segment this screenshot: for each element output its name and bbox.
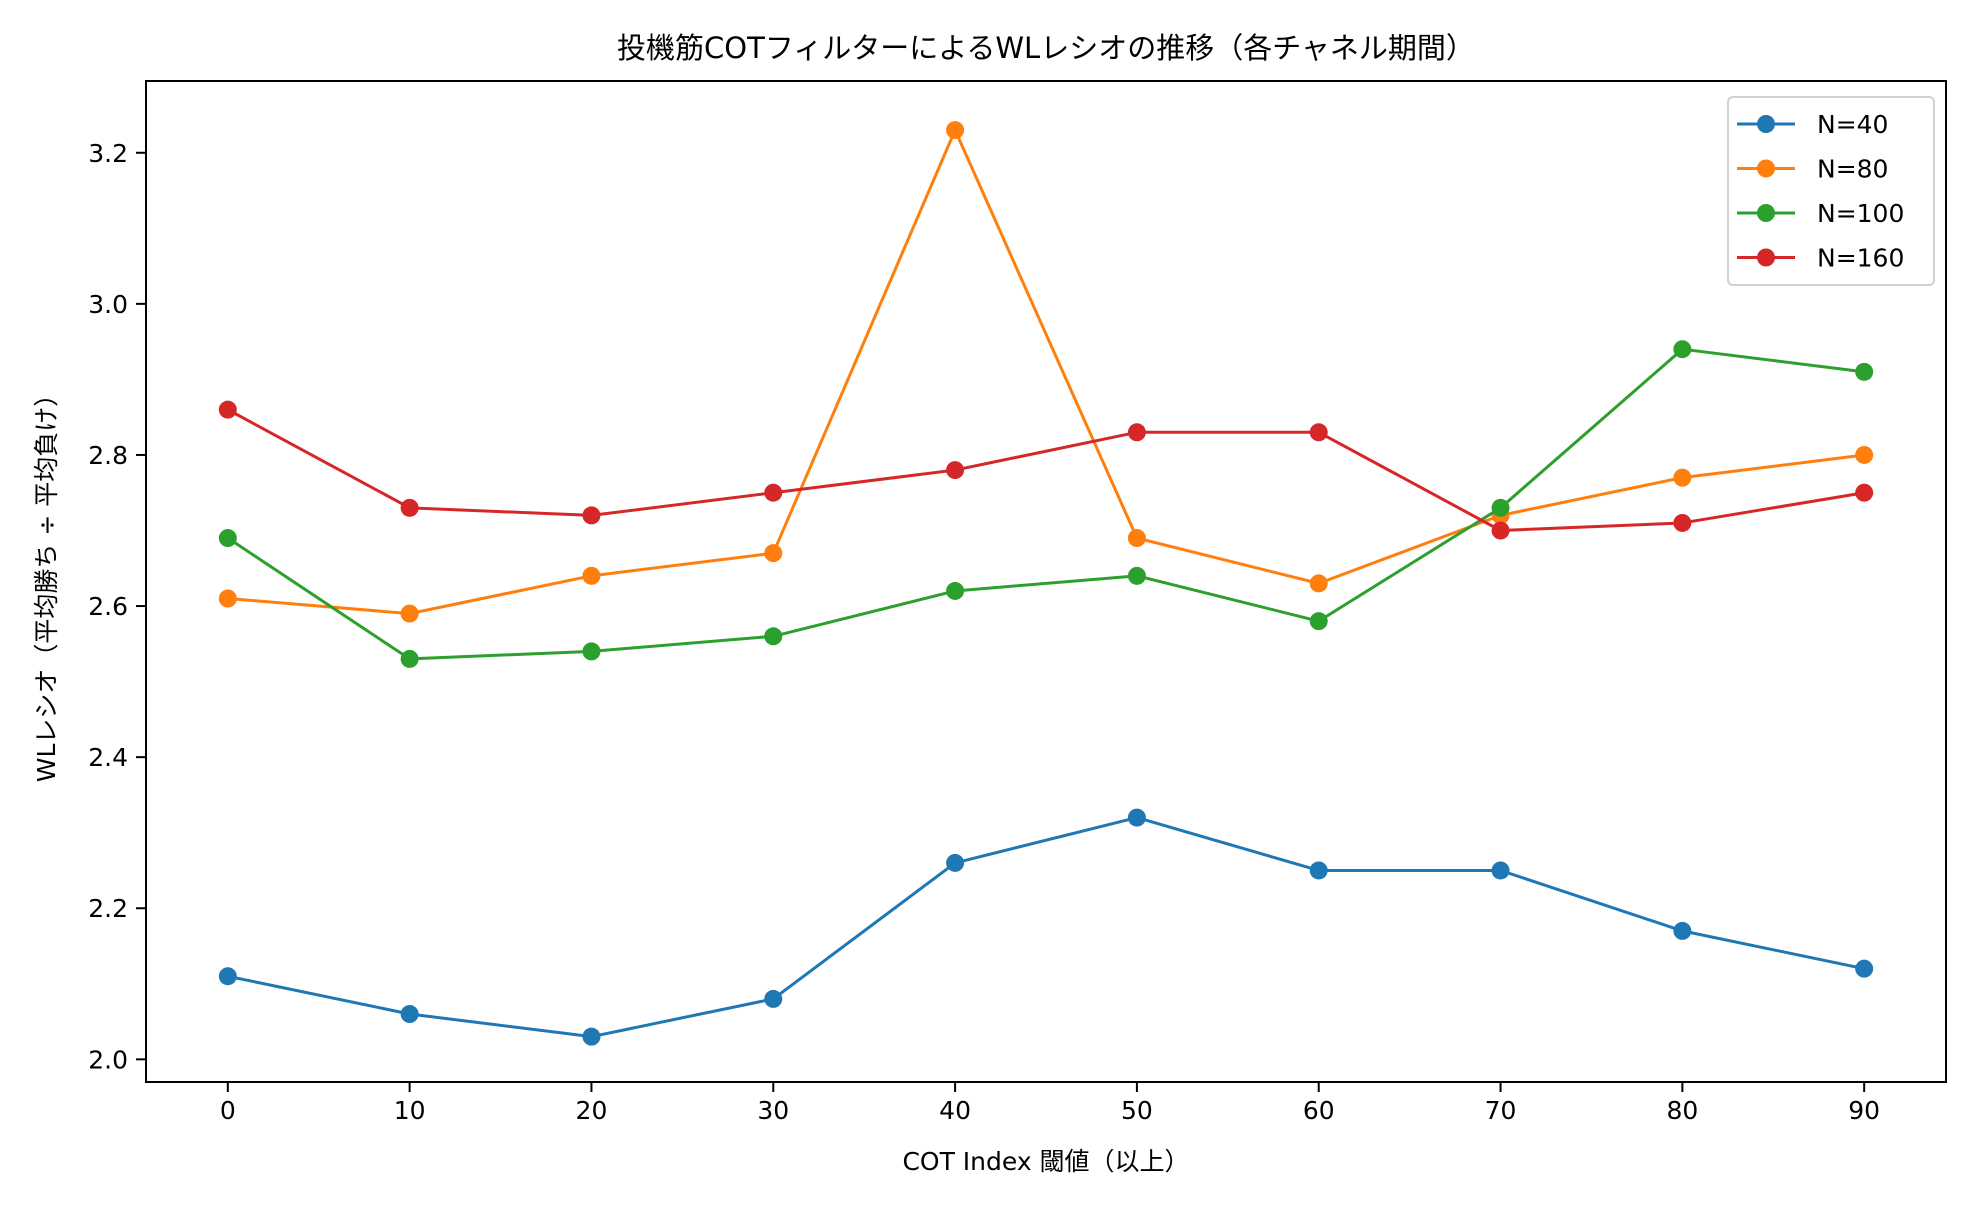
series-n-160 (218, 400, 1874, 540)
data-point (1309, 423, 1328, 442)
x-axis-label: COT Index 閾値（以上） (902, 1147, 1189, 1176)
data-point (218, 967, 237, 986)
data-point (400, 604, 419, 623)
y-axis-ticks: 2.0 2.2 2.4 2.6 2.8 3.0 3.2 (88, 139, 146, 1074)
data-point (764, 483, 783, 502)
legend-label: N=160 (1817, 244, 1904, 273)
y-tick-label: 2.6 (88, 592, 128, 621)
series-n-100 (218, 340, 1874, 668)
data-point (1309, 574, 1328, 593)
data-point (400, 649, 419, 668)
chart-title: 投機筋COTフィルターによるWLレシオの推移（各チャネル期間） (617, 31, 1475, 65)
data-point (400, 1005, 419, 1024)
legend-marker (1757, 204, 1775, 222)
data-point (764, 989, 783, 1008)
x-tick-label: 30 (757, 1096, 789, 1125)
series-line (226, 347, 1865, 661)
data-point (1673, 513, 1692, 532)
data-point (1855, 362, 1874, 381)
x-tick-label: 0 (220, 1096, 236, 1125)
series-n-80 (218, 121, 1874, 623)
legend-marker (1757, 115, 1775, 133)
x-tick-label: 80 (1666, 1096, 1698, 1125)
x-tick-label: 40 (939, 1096, 971, 1125)
y-tick-label: 2.8 (88, 441, 128, 470)
data-point (1673, 921, 1692, 940)
y-tick-label: 2.2 (88, 894, 128, 923)
data-point (946, 581, 965, 600)
x-tick-label: 60 (1303, 1096, 1335, 1125)
data-point (1127, 808, 1146, 827)
y-tick-label: 3.0 (88, 290, 128, 319)
data-point (400, 498, 419, 517)
legend-marker (1757, 248, 1775, 267)
data-point (1855, 483, 1874, 502)
axes-frame (145, 80, 1947, 1083)
x-tick-label: 10 (394, 1096, 426, 1125)
legend-box (1727, 96, 1935, 286)
data-point (1491, 498, 1510, 517)
data-point (582, 1027, 601, 1046)
x-axis-ticks: 0 10 20 30 40 50 60 70 80 90 (220, 1082, 1880, 1125)
legend-label: N=100 (1817, 199, 1904, 228)
y-tick-label: 2.0 (88, 1045, 128, 1074)
data-point (764, 627, 783, 646)
x-tick-label: 90 (1848, 1096, 1880, 1125)
legend-entry: N=40 (1737, 110, 1888, 139)
data-point (582, 642, 601, 661)
series-line (227, 816, 1865, 1039)
legend-entry: N=160 (1737, 244, 1904, 273)
y-tick-label: 2.4 (88, 743, 128, 772)
data-point (1673, 468, 1692, 487)
data-point (1491, 521, 1510, 540)
data-point (582, 566, 601, 585)
series-n-40 (218, 808, 1874, 1046)
y-tick-label: 3.2 (88, 139, 128, 168)
x-tick-label: 70 (1485, 1096, 1517, 1125)
data-point (218, 400, 237, 419)
data-point (218, 529, 237, 548)
data-point (1855, 959, 1874, 978)
data-point (764, 544, 783, 563)
legend-label: N=80 (1817, 155, 1888, 184)
series-line (227, 408, 1865, 533)
x-tick-label: 50 (1121, 1096, 1153, 1125)
data-point (1127, 529, 1146, 548)
data-point (1855, 445, 1874, 464)
legend: N=40 N=80 N=100 N=160 (1727, 96, 1935, 286)
series-line (227, 128, 1865, 616)
data-point (946, 853, 965, 872)
x-tick-label: 20 (576, 1096, 608, 1125)
data-point (1491, 861, 1510, 880)
data-point (1673, 340, 1692, 359)
legend-marker (1757, 159, 1775, 178)
data-point (1127, 423, 1146, 442)
legend-label: N=40 (1817, 110, 1888, 139)
data-point (218, 589, 237, 608)
data-point (946, 461, 965, 480)
legend-entry: N=80 (1737, 155, 1888, 184)
data-point (582, 506, 601, 525)
plot-area (218, 121, 1874, 1046)
legend-entry: N=100 (1737, 199, 1904, 228)
y-axis-label: WLレシオ（平均勝ち ÷ 平均負け） (32, 382, 61, 783)
data-point (1309, 612, 1328, 631)
data-point (946, 121, 965, 140)
data-point (1127, 566, 1146, 585)
data-point (1309, 861, 1328, 880)
